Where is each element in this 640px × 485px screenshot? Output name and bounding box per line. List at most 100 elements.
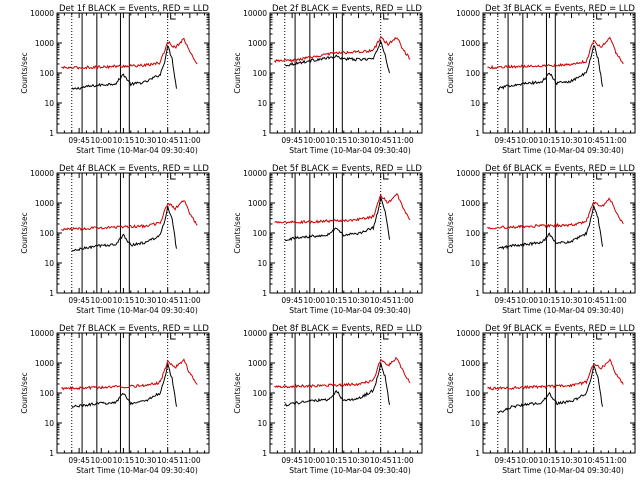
x-axis-label: Start Time (10-Mar-04 09:30:40) xyxy=(289,146,411,155)
x-tick-label: 10:30 xyxy=(561,456,583,465)
y-axis-label: Counts/sec xyxy=(446,52,455,93)
x-tick-label: 10:45 xyxy=(583,456,605,465)
x-tick-label: 09:45 xyxy=(494,456,516,465)
x-axis-label: Start Time (10-Mar-04 09:30:40) xyxy=(76,306,198,315)
x-tick-label: 10:30 xyxy=(348,296,370,305)
plot-frame xyxy=(482,172,636,294)
series-line-lld xyxy=(487,358,624,391)
y-axis-label: Counts/sec xyxy=(20,212,29,253)
x-tick-label: 09:45 xyxy=(281,136,303,145)
series-line-events xyxy=(284,39,390,74)
y-tick-label: 1 xyxy=(49,129,54,138)
y-axis-label: Counts/sec xyxy=(233,372,242,413)
x-tick-label: 10:30 xyxy=(135,136,157,145)
y-tick-label: 1 xyxy=(475,449,480,458)
series-line-events xyxy=(284,196,390,241)
y-tick-label: 1 xyxy=(262,129,267,138)
series-line-events xyxy=(497,44,603,91)
y-tick-label: 10000 xyxy=(30,329,54,338)
chart-panel-5: Det 5f BLACK = Events, RED = LLD 1 10 100 10… xyxy=(233,164,423,315)
series-line-lld xyxy=(274,193,411,225)
y-tick-label: 10 xyxy=(44,259,54,268)
chart-panel-3: Det 3f BLACK = Events, RED = LLD 1 10 100 10… xyxy=(446,4,636,155)
series-group xyxy=(274,356,411,407)
y-tick-label: 1000 xyxy=(461,199,480,208)
y-tick-label: 100 xyxy=(253,389,268,398)
y-tick-label: 100 xyxy=(466,69,481,78)
x-tick-label: 11:00 xyxy=(605,296,627,305)
x-axis-label: Start Time (10-Mar-04 09:30:40) xyxy=(502,146,624,155)
chart-panel-8: Det 8f BLACK = Events, RED = LLD 1 10 100 10… xyxy=(233,324,423,475)
x-tick-label: 11:00 xyxy=(605,456,627,465)
y-tick-label: 10000 xyxy=(456,9,480,18)
panel-title: Det 5f BLACK = Events, RED = LLD xyxy=(272,164,422,174)
x-tick-label: 10:15 xyxy=(539,296,561,305)
chart-panel-2: Det 2f BLACK = Events, RED = LLD 1 10 100 10… xyxy=(233,4,423,155)
x-tick-label: 09:45 xyxy=(281,456,303,465)
y-tick-label: 10000 xyxy=(243,9,267,18)
x-tick-label: 09:45 xyxy=(494,136,516,145)
x-tick-label: 10:45 xyxy=(583,296,605,305)
y-tick-label: 1000 xyxy=(248,199,267,208)
y-tick-label: 10 xyxy=(257,99,267,108)
y-tick-label: 10000 xyxy=(456,169,480,178)
x-tick-label: 10:45 xyxy=(157,456,179,465)
y-tick-label: 1000 xyxy=(35,199,54,208)
y-tick-label: 1 xyxy=(475,129,480,138)
y-tick-label: 1000 xyxy=(248,359,267,368)
x-tick-label: 10:30 xyxy=(348,456,370,465)
x-tick-label: 10:00 xyxy=(516,456,538,465)
bracket-mark xyxy=(170,173,176,180)
plot-frame xyxy=(269,12,423,134)
series-group xyxy=(487,358,624,414)
chart-panel-4: Det 4f BLACK = Events, RED = LLD 1 10 100 10… xyxy=(20,164,210,315)
x-tick-label: 10:45 xyxy=(370,456,392,465)
panel-title: Det 6f BLACK = Events, RED = LLD xyxy=(485,164,635,174)
x-tick-label: 10:00 xyxy=(516,136,538,145)
x-axis-label: Start Time (10-Mar-04 09:30:40) xyxy=(76,146,198,155)
y-tick-label: 10 xyxy=(470,259,480,268)
y-tick-label: 100 xyxy=(253,69,268,78)
y-tick-label: 100 xyxy=(40,69,55,78)
y-tick-label: 10000 xyxy=(30,9,54,18)
plot-frame xyxy=(482,12,636,134)
series-group xyxy=(61,200,198,252)
x-tick-label: 09:45 xyxy=(281,296,303,305)
series-line-lld xyxy=(274,35,411,63)
x-tick-label: 10:00 xyxy=(90,296,112,305)
y-tick-label: 10 xyxy=(257,259,267,268)
x-tick-label: 11:00 xyxy=(392,136,414,145)
x-tick-label: 10:45 xyxy=(370,296,392,305)
x-tick-label: 10:00 xyxy=(303,296,325,305)
y-axis-label: Counts/sec xyxy=(20,52,29,93)
plot-frame xyxy=(269,172,423,294)
panel-title: Det 8f BLACK = Events, RED = LLD xyxy=(272,324,422,334)
y-axis-label: Counts/sec xyxy=(446,372,455,413)
x-tick-label: 10:15 xyxy=(326,296,348,305)
x-tick-label: 10:15 xyxy=(113,456,135,465)
x-tick-label: 11:00 xyxy=(392,456,414,465)
panel-title: Det 3f BLACK = Events, RED = LLD xyxy=(485,4,635,14)
series-line-lld xyxy=(487,36,624,70)
y-tick-label: 1000 xyxy=(461,359,480,368)
chart-panel-9: Det 9f BLACK = Events, RED = LLD 1 10 100 10… xyxy=(446,324,636,475)
bracket-mark xyxy=(383,173,389,180)
y-tick-label: 10 xyxy=(470,99,480,108)
x-tick-label: 10:00 xyxy=(90,136,112,145)
x-tick-label: 10:30 xyxy=(561,296,583,305)
bracket-mark xyxy=(596,173,602,180)
x-tick-label: 10:15 xyxy=(539,456,561,465)
series-line-lld xyxy=(61,358,198,391)
bracket-mark xyxy=(170,333,176,340)
series-line-events xyxy=(497,363,603,414)
series-group xyxy=(487,197,624,251)
series-group xyxy=(61,358,198,408)
y-tick-label: 100 xyxy=(466,389,481,398)
x-axis-label: Start Time (10-Mar-04 09:30:40) xyxy=(289,306,411,315)
x-axis-label: Start Time (10-Mar-04 09:30:40) xyxy=(289,466,411,475)
bracket-mark xyxy=(596,333,602,340)
x-tick-label: 11:00 xyxy=(392,296,414,305)
series-line-lld xyxy=(487,197,624,230)
x-tick-label: 11:00 xyxy=(179,296,201,305)
